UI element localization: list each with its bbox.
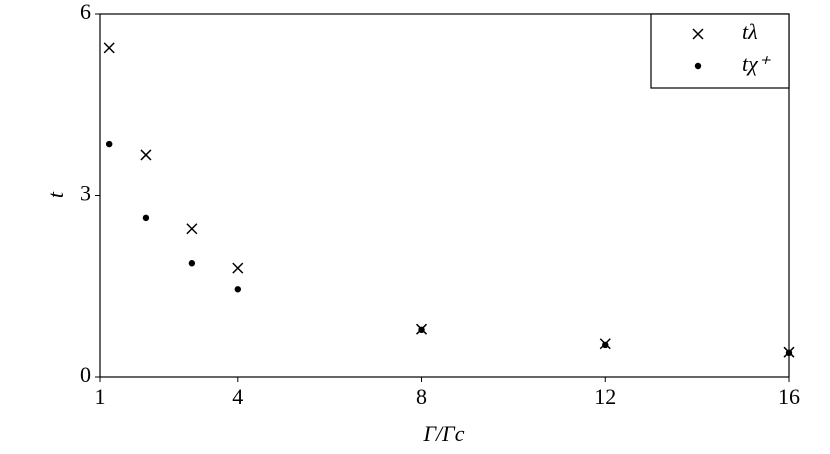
marker-dot <box>188 260 196 267</box>
y-axis-label: t <box>43 191 68 198</box>
x-tick-label: 4 <box>232 384 243 409</box>
marker-dot <box>418 326 425 334</box>
x-tick-label: 16 <box>778 384 800 409</box>
marker-dot <box>694 62 702 70</box>
legend-label: tχ⁺ <box>742 51 772 76</box>
x-tick-label: 1 <box>95 384 106 409</box>
legend-box <box>650 13 790 89</box>
x-tick-label: 12 <box>594 384 616 409</box>
marker-dot <box>105 140 113 148</box>
x-tick-label: 8 <box>416 384 427 409</box>
marker-x <box>103 42 115 54</box>
marker-dot <box>785 349 793 356</box>
y-tick-label: 0 <box>80 362 91 387</box>
y-tick-label: 3 <box>80 181 91 206</box>
marker-x <box>692 28 704 40</box>
marker-x <box>232 262 244 274</box>
marker-dot <box>234 286 241 293</box>
legend-label: tλ <box>742 19 758 44</box>
marker-x <box>186 223 198 235</box>
marker-dot <box>602 341 609 349</box>
x-axis-label: Γ/Γc <box>423 421 465 446</box>
marker-dot <box>142 214 150 222</box>
y-tick-label: 6 <box>80 0 91 24</box>
marker-x <box>140 149 152 161</box>
